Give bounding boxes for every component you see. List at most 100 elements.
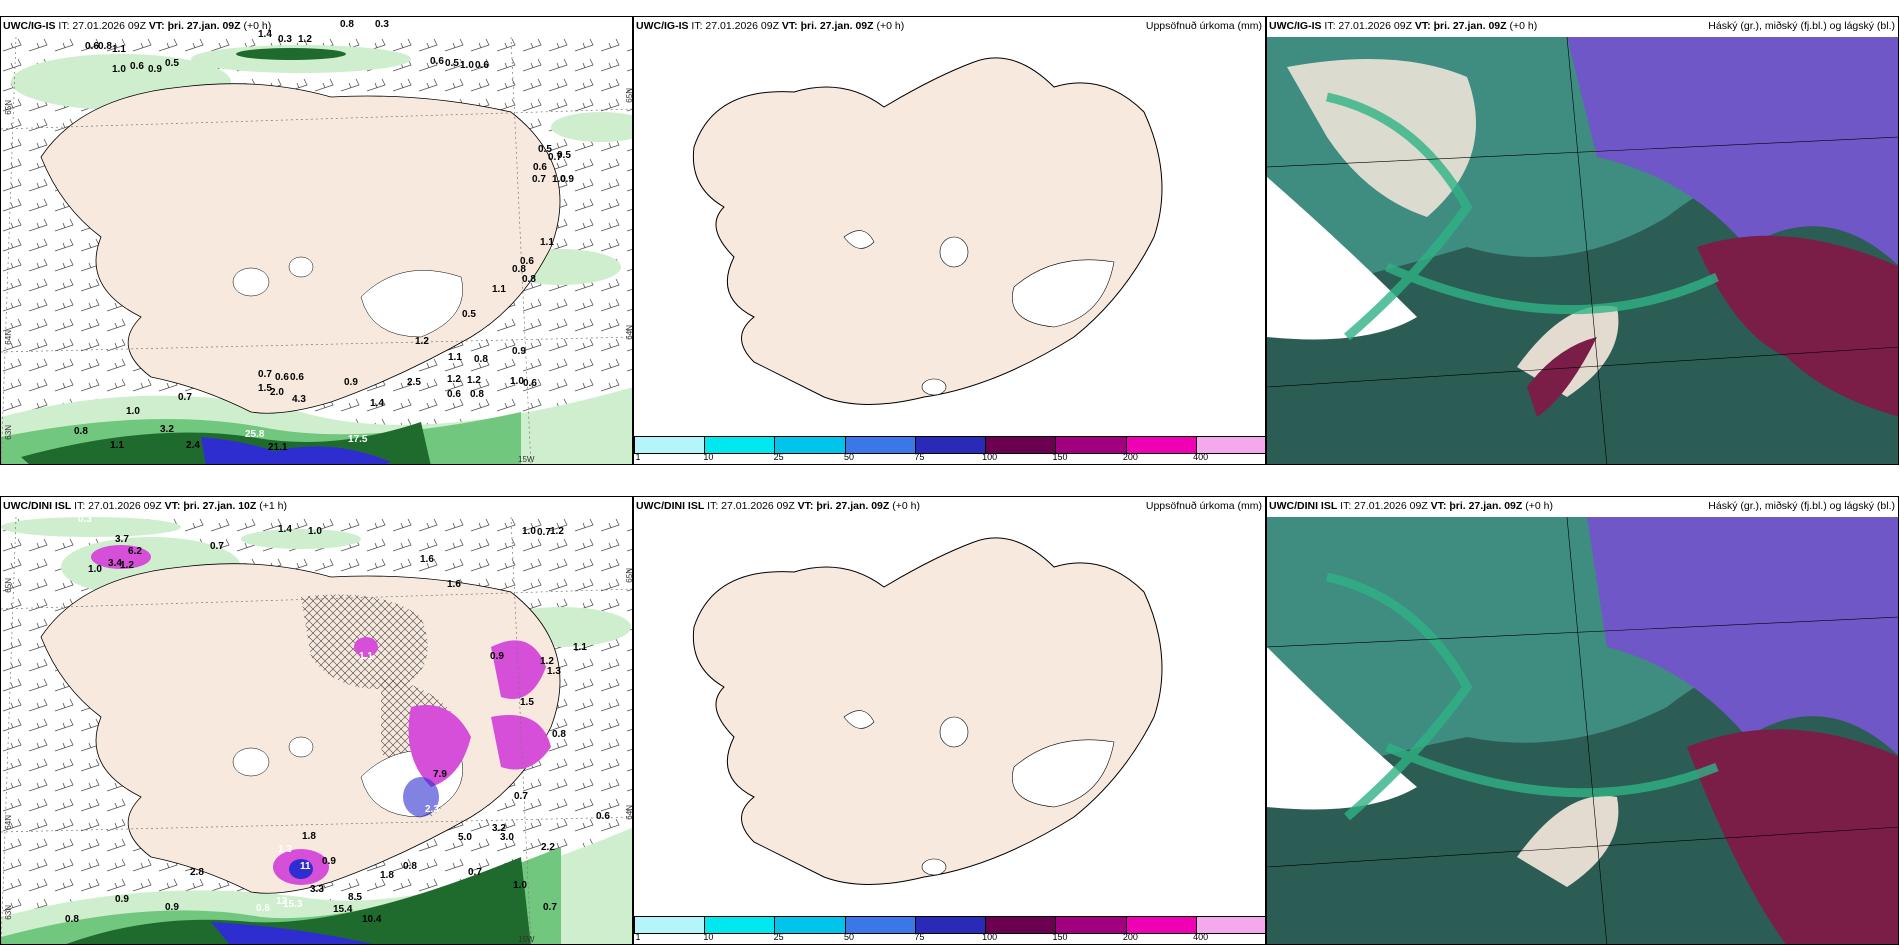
precip-value-label: 0.8: [98, 41, 112, 52]
colorbar-swatch: [1196, 917, 1265, 933]
colorbar-swatch: [775, 437, 846, 453]
colorbar-swatch: [1126, 437, 1197, 453]
cloud-cover-map: [1267, 516, 1898, 944]
latitude-label: 63N: [4, 905, 13, 920]
precip-value-label: 0.9: [115, 894, 129, 905]
colorbar-tick: 100: [982, 452, 998, 462]
precip-value-label: 0.8: [522, 274, 536, 285]
precip-value-label: 1.2: [120, 560, 134, 571]
precip-value-label: 1.0: [308, 526, 322, 537]
colorbar-swatch: [845, 437, 916, 453]
precip-value-label: 15.4: [333, 904, 353, 915]
panel-header: UWC/DINI ISL IT: 27.01.2026 09Z VT: þri.…: [636, 500, 920, 512]
colorbar-tick: 1: [635, 932, 641, 942]
precip-value-label: 0.8: [340, 19, 354, 30]
panel-precip-map-row1: UWC/IG-IS IT: 27.01.2026 09Z VT: þri. 27…: [0, 16, 633, 465]
panel-variable-title: Uppsöfnuð úrkoma (mm): [1145, 20, 1262, 32]
precip-value-label: 0.7: [210, 541, 224, 552]
precip-value-label: 1.2: [415, 336, 429, 347]
colorbar-tick: 150: [1052, 452, 1068, 462]
precip-value-label: 0.5: [557, 150, 571, 161]
precip-value-label: 0.5: [165, 58, 179, 69]
precip-value-label: 0.6: [533, 162, 547, 173]
precip-value-label: 5.0: [458, 832, 472, 843]
precip-value-label: 0.6: [447, 389, 461, 400]
precip-value-label: 25.8: [245, 429, 265, 440]
panel-header: UWC/DINI ISL IT: 27.01.2026 09Z VT: þri.…: [1269, 500, 1553, 512]
precip-value-label: 12: [276, 896, 288, 907]
precip-value-label: 2.0: [270, 387, 284, 398]
latitude-label: 63N: [4, 425, 13, 440]
precip-value-label: 0.8: [474, 354, 488, 365]
colorbar-tick: 10: [703, 452, 714, 462]
colorbar-swatch: [705, 917, 776, 933]
precip-value-label: 1.6: [568, 714, 582, 725]
colorbar-tick: 10: [703, 932, 714, 942]
colorbar-tick: 50: [843, 452, 855, 462]
precip-value-label: 1.1: [492, 284, 506, 295]
latitude-label: 64N: [625, 805, 634, 820]
precip-value-label: 0.6: [85, 41, 99, 52]
colorbar-swatch: [635, 917, 706, 933]
precip-value-label: 0.3: [375, 19, 389, 30]
precip-value-label: 1.2: [550, 526, 564, 537]
precip-value-label: 1.0: [522, 526, 536, 537]
precip-value-label: 1.1: [540, 237, 554, 248]
precip-value-label: 0.6: [256, 903, 270, 914]
colorbar-tick: 150: [1052, 932, 1068, 942]
colorbar-tick: 50: [843, 932, 855, 942]
precip-value-label: 3.3: [310, 884, 324, 895]
colorbar-ticks: 1 10 25 50 75 100 150 200 400: [634, 932, 1265, 944]
latitude-label: 65N: [4, 578, 13, 593]
colorbar-tick: 200: [1122, 452, 1138, 462]
precip-value-label: 0.6: [430, 56, 444, 67]
latitude-label: 64N: [4, 815, 13, 830]
precip-value-label: 1.2: [467, 375, 481, 386]
panel-precip-map-row2: UWC/DINI ISL IT: 27.01.2026 09Z VT: þri.…: [0, 496, 633, 945]
panel-header: UWC/IG-IS IT: 27.01.2026 09Z VT: þri. 27…: [1269, 20, 1538, 32]
precip-value-label: 7.9: [433, 769, 447, 780]
precip-value-label: 0.6: [275, 372, 289, 383]
precip-value-label: 2.4: [186, 440, 200, 451]
precip-value-label: 0.9: [165, 902, 179, 913]
precip-value-label: 0.3: [278, 34, 292, 45]
precip-value-label: 0.7: [532, 174, 546, 185]
panel-accumulated-precip-row2: UWC/DINI ISL IT: 27.01.2026 09Z VT: þri.…: [633, 496, 1266, 945]
precip-value-label: 1.2: [540, 656, 554, 667]
precip-value-label: 8.5: [348, 892, 362, 903]
precip-value-label: 1.0: [126, 406, 140, 417]
precip-value-label: 0.6: [523, 378, 537, 389]
colorbar-tick: 25: [773, 452, 784, 462]
colorbar-tick: 100: [982, 932, 998, 942]
precip-value-label: 0.5: [462, 309, 476, 320]
colorbar-tick: 1: [635, 452, 641, 462]
precip-value-label: 0.9: [512, 346, 526, 357]
precip-value-label: 0.8: [74, 426, 88, 437]
colorbar-swatch: [986, 917, 1057, 933]
precip-value-label: 0.8: [512, 264, 526, 275]
iceland-map: [692, 57, 1163, 405]
precip-value-label: 1.1: [359, 651, 373, 662]
precip-value-label: 1.0: [552, 174, 566, 185]
latitude-label: 65N: [625, 88, 634, 103]
iceland-map: [692, 537, 1163, 885]
precip-value-label: 1.4: [370, 398, 384, 409]
colorbar-tick: 400: [1193, 932, 1209, 942]
precip-value-label: 1.2: [447, 374, 461, 385]
precip-value-label: 17.5: [348, 434, 368, 445]
precip-value-label: 1.8: [380, 870, 394, 881]
precip-value-label: 1.3: [278, 844, 292, 855]
precip-value-label: 0.6: [475, 60, 489, 71]
precip-value-label: 0.5: [445, 58, 459, 69]
precip-value-label: 0.5: [538, 144, 552, 155]
precip-value-label: 0.8: [403, 861, 417, 872]
precip-value-label: 2.8: [190, 867, 204, 878]
latitude-label: 64N: [625, 325, 634, 340]
precip-value-label: 3.2: [160, 424, 174, 435]
precip-value-label: 1.3: [547, 666, 561, 677]
precip-value-label: 0.8: [65, 914, 79, 925]
colorbar-swatch: [845, 917, 916, 933]
precip-wind-map: [1, 36, 632, 464]
latitude-label: 65N: [4, 100, 13, 115]
colorbar-swatch: [1196, 437, 1265, 453]
